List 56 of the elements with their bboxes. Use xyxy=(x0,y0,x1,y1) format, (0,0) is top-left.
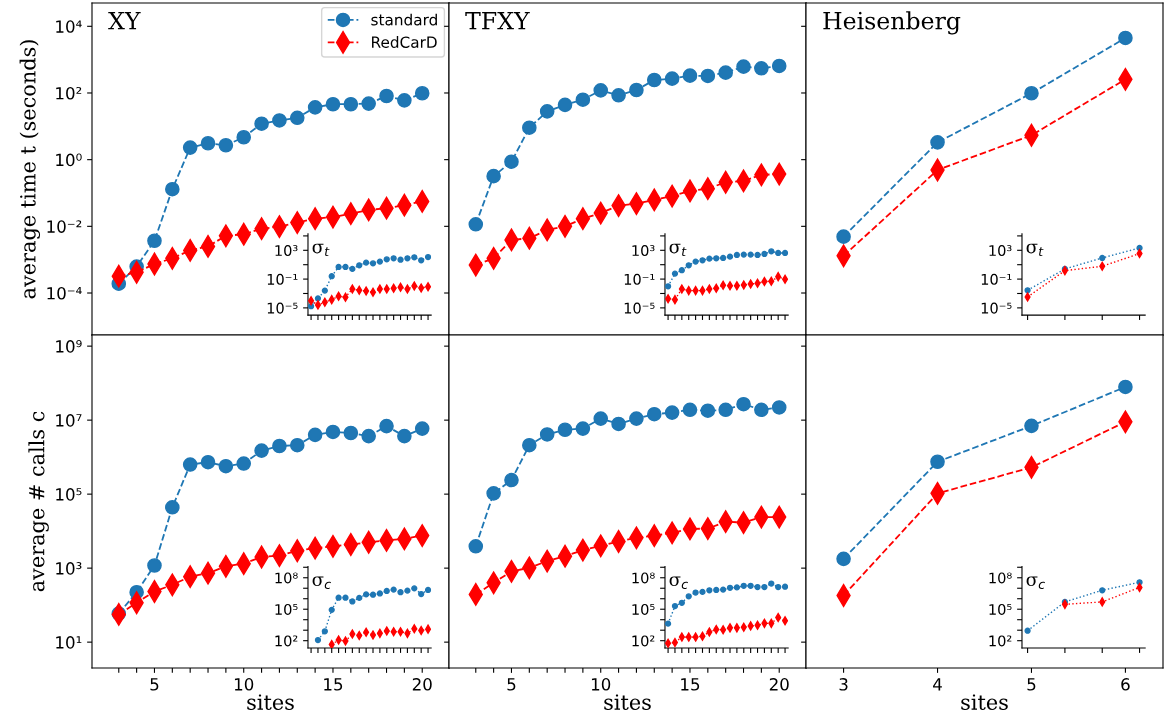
y-tick-label: 10⁻⁵ xyxy=(981,302,1012,314)
x-tick-label: 15 xyxy=(681,678,700,691)
chart-title: XY xyxy=(108,12,141,30)
y-tick-label: 10³ xyxy=(275,245,298,257)
chart-title: σ$_{t}$ xyxy=(669,243,687,257)
chart-title: σ$_{c}$ xyxy=(1026,576,1045,589)
y-tick-label: 10⁵ xyxy=(632,603,655,615)
y-tick-label: 10² xyxy=(632,635,655,647)
x-tick-label: 5 xyxy=(507,678,516,691)
y-tick-label: 10⁻⁴ xyxy=(47,286,82,300)
x-tick-label: 10 xyxy=(234,678,254,691)
y-tick-label: 10⁸ xyxy=(989,572,1012,584)
y-tick-label: 10⁹ xyxy=(56,340,82,353)
y-tick-label: 10³ xyxy=(989,245,1012,257)
legend-label: standard xyxy=(371,13,437,26)
x-tick-label: 5 xyxy=(150,678,159,691)
chart-title: Heisenberg xyxy=(823,11,961,35)
y-tick-label: 10⁵ xyxy=(275,603,298,615)
y-tick-label: 10¹ xyxy=(56,636,82,649)
y-tick-label: 10² xyxy=(275,635,298,647)
y-tick-label: 10⁻⁵ xyxy=(624,302,655,314)
x-axis-title: sites xyxy=(961,694,1008,710)
x-tick-label: 20 xyxy=(769,678,789,691)
y-tick-label: 10⁷ xyxy=(56,414,82,427)
y-tick-label: 10⁴ xyxy=(56,20,82,33)
y-tick-label: 10⁻⁵ xyxy=(267,302,298,314)
x-tick-label: 5 xyxy=(1027,678,1036,691)
y-tick-label: 10³ xyxy=(56,562,82,575)
y-axis-title: average # calls c xyxy=(28,411,49,592)
chart-title: σ$_{t}$ xyxy=(312,243,330,257)
y-tick-label: 10³ xyxy=(632,245,655,257)
x-tick-label: 4 xyxy=(933,678,942,691)
y-tick-label: 10⁻¹ xyxy=(267,273,298,285)
y-tick-label: 10⁻² xyxy=(47,220,82,233)
x-tick-label: 15 xyxy=(324,678,343,691)
x-tick-label: 6 xyxy=(1121,678,1130,691)
y-axis-title: average time t (seconds) xyxy=(19,40,41,299)
y-tick-label: 10⁵ xyxy=(56,488,82,501)
x-tick-label: 3 xyxy=(839,678,848,691)
x-tick-label: 10 xyxy=(591,678,611,691)
chart-title: σ$_{t}$ xyxy=(1026,243,1044,257)
y-tick-label: 10⁻¹ xyxy=(981,273,1012,285)
x-axis-title: sites xyxy=(247,694,294,710)
chart-title: σ$_{c}$ xyxy=(312,576,331,589)
y-tick-label: 10⁻¹ xyxy=(624,273,655,285)
y-tick-label: 10² xyxy=(56,86,82,100)
y-tick-label: 10⁸ xyxy=(275,572,298,584)
y-tick-label: 10⁸ xyxy=(632,572,655,584)
y-tick-label: 10⁰ xyxy=(56,153,82,167)
y-tick-label: 10⁵ xyxy=(989,603,1012,615)
legend-label: RedCarD xyxy=(372,36,437,48)
x-tick-label: 20 xyxy=(412,678,432,691)
x-axis-title: sites xyxy=(604,694,651,710)
chart-title: TFXY xyxy=(465,12,530,30)
y-tick-label: 10² xyxy=(989,635,1012,647)
chart-title: σ$_{c}$ xyxy=(669,576,688,589)
